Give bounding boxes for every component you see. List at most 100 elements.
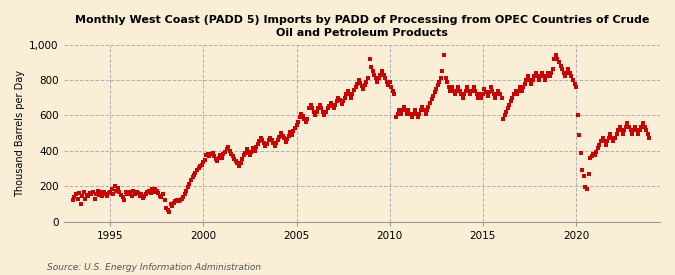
- Point: [311, 110, 322, 114]
- Point: [381, 79, 392, 84]
- Point: [620, 125, 631, 129]
- Point: [150, 187, 161, 191]
- Point: [215, 153, 226, 158]
- Point: [268, 141, 279, 145]
- Point: [267, 138, 277, 142]
- Point: [95, 190, 106, 195]
- Point: [125, 189, 136, 194]
- Point: [131, 189, 142, 194]
- Point: [448, 88, 459, 93]
- Point: [547, 67, 558, 72]
- Point: [255, 136, 266, 141]
- Point: [377, 69, 387, 73]
- Point: [362, 76, 373, 80]
- Point: [515, 85, 526, 89]
- Point: [273, 138, 284, 142]
- Point: [333, 95, 344, 100]
- Point: [331, 99, 342, 103]
- Point: [367, 69, 378, 73]
- Point: [78, 189, 89, 194]
- Point: [358, 87, 369, 91]
- Point: [188, 173, 199, 177]
- Point: [557, 67, 568, 72]
- Point: [608, 139, 619, 143]
- Point: [335, 98, 346, 103]
- Point: [409, 108, 420, 112]
- Point: [588, 151, 599, 156]
- Point: [513, 88, 524, 93]
- Point: [471, 92, 482, 96]
- Point: [322, 106, 333, 111]
- Point: [92, 189, 103, 193]
- Point: [599, 139, 610, 143]
- Point: [232, 161, 243, 166]
- Point: [119, 197, 130, 202]
- Point: [529, 74, 539, 79]
- Point: [120, 190, 131, 195]
- Point: [269, 143, 280, 148]
- Point: [593, 146, 603, 150]
- Point: [226, 151, 237, 156]
- Point: [501, 110, 512, 114]
- Point: [568, 78, 578, 82]
- Point: [234, 164, 244, 168]
- Point: [451, 88, 462, 93]
- Point: [202, 151, 213, 156]
- Point: [178, 195, 188, 199]
- Point: [527, 78, 538, 82]
- Point: [167, 204, 178, 208]
- Point: [564, 71, 575, 75]
- Point: [630, 125, 641, 129]
- Point: [607, 135, 618, 140]
- Point: [387, 88, 398, 93]
- Point: [97, 194, 108, 198]
- Point: [583, 172, 594, 176]
- Point: [600, 142, 611, 147]
- Point: [439, 53, 450, 57]
- Point: [151, 189, 162, 193]
- Point: [250, 145, 261, 150]
- Point: [437, 69, 448, 73]
- Point: [213, 156, 224, 160]
- Point: [315, 103, 325, 107]
- Point: [356, 84, 367, 88]
- Point: [373, 76, 384, 80]
- Point: [321, 110, 331, 114]
- Point: [347, 92, 358, 96]
- Point: [319, 112, 330, 117]
- Point: [386, 85, 397, 89]
- Point: [375, 72, 386, 77]
- Point: [443, 85, 454, 89]
- Point: [571, 85, 582, 89]
- Point: [153, 191, 163, 196]
- Point: [353, 78, 364, 82]
- Point: [412, 115, 423, 119]
- Point: [84, 191, 95, 196]
- Point: [532, 74, 543, 79]
- Point: [537, 71, 547, 75]
- Point: [500, 113, 510, 118]
- Point: [422, 108, 433, 112]
- Point: [302, 117, 313, 121]
- Point: [175, 198, 186, 203]
- Point: [344, 92, 354, 96]
- Point: [114, 190, 125, 195]
- Point: [207, 150, 218, 155]
- Point: [641, 128, 651, 133]
- Point: [284, 134, 294, 138]
- Point: [165, 202, 176, 206]
- Point: [338, 99, 348, 103]
- Point: [546, 71, 557, 75]
- Point: [296, 111, 306, 116]
- Point: [539, 78, 550, 82]
- Point: [164, 210, 175, 214]
- Point: [425, 101, 435, 105]
- Point: [610, 135, 620, 140]
- Point: [69, 195, 80, 199]
- Point: [355, 80, 366, 85]
- Point: [538, 74, 549, 79]
- Point: [198, 160, 209, 164]
- Point: [243, 150, 254, 155]
- Point: [136, 192, 146, 196]
- Point: [155, 194, 165, 198]
